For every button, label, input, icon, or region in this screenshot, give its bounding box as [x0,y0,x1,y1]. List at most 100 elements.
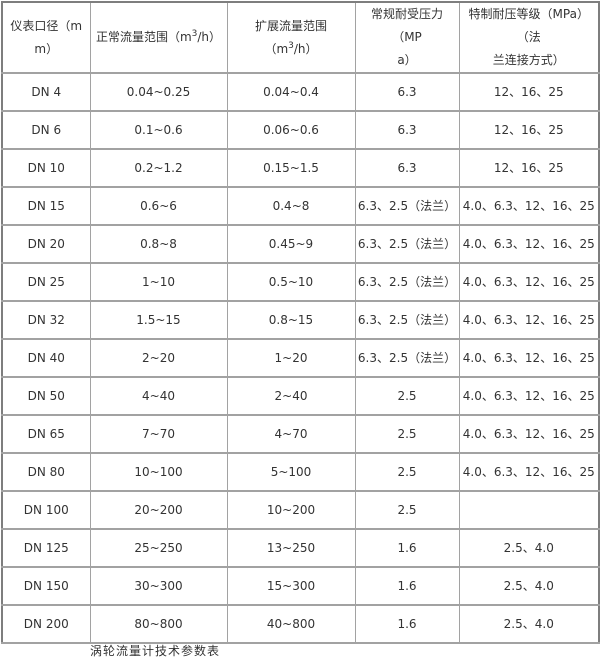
cell-diameter: DN 150 [1,566,91,606]
cell-special-pressure: 2.5、4.0 [458,566,600,606]
cell-special-pressure: 4.0、6.3、12、16、25 [458,338,600,378]
cell-normal-pressure: 6.3、2.5（法兰） [354,338,460,378]
table-row: DN 150 30~300 15~300 1.6 2.5、4.0 [1,566,600,606]
cell-diameter: DN 15 [1,186,91,226]
cell-special-pressure: 12、16、25 [458,110,600,150]
table-header-row: 仪表口径（m m） 正常流量范围（m3/h） 扩展流量范围（m3/h） 常规耐受压… [1,1,600,74]
header-line: 兰连接方式） [492,53,565,67]
cell-diameter: DN 200 [1,604,91,644]
cell-diameter: DN 10 [1,148,91,188]
cell-diameter: DN 50 [1,376,91,416]
cell-extended-flow-range: 15~300 [226,566,356,606]
col-header-normal-pressure: 常规耐受压力（MP a） [354,1,460,74]
cell-extended-flow-range: 0.5~10 [226,262,356,302]
cell-normal-pressure: 2.5 [354,376,460,416]
table-row: DN 50 4~40 2~40 2.5 4.0、6.3、12、16、25 [1,376,600,416]
header-line: 特制耐压等级（MPa）（法 [468,7,589,44]
table-body: DN 4 0.04~0.25 0.04~0.4 6.3 12、16、25 DN … [1,72,600,644]
header-line: m） [34,41,59,56]
col-header-diameter: 仪表口径（m m） [1,1,91,74]
table-row: DN 65 7~70 4~70 2.5 4.0、6.3、12、16、25 [1,414,600,454]
cell-diameter: DN 20 [1,224,91,264]
cell-special-pressure: 12、16、25 [458,148,600,188]
table-row: DN 80 10~100 5~100 2.5 4.0、6.3、12、16、25 [1,452,600,492]
table-row: DN 125 25~250 13~250 1.6 2.5、4.0 [1,528,600,568]
table-row: DN 20 0.8~8 0.45~9 6.3、2.5（法兰） 4.0、6.3、1… [1,224,600,264]
cell-extended-flow-range: 0.04~0.4 [226,72,356,112]
cell-diameter: DN 40 [1,338,91,378]
header-line: 仪表口径（m [10,18,83,33]
cell-special-pressure: 2.5、4.0 [458,604,600,644]
table-row: DN 200 80~800 40~800 1.6 2.5、4.0 [1,604,600,644]
cell-normal-pressure: 6.3、2.5（法兰） [354,186,460,226]
cell-normal-pressure: 1.6 [354,528,460,568]
cell-normal-flow-range: 0.04~0.25 [89,72,228,112]
cell-normal-flow-range: 20~200 [89,490,228,530]
cell-special-pressure: 4.0、6.3、12、16、25 [458,300,600,340]
cell-diameter: DN 25 [1,262,91,302]
cell-normal-flow-range: 7~70 [89,414,228,454]
table-row: DN 15 0.6~6 0.4~8 6.3、2.5（法兰） 4.0、6.3、12… [1,186,600,226]
header-text: 正常流量范围（m [95,30,192,44]
cell-normal-pressure: 6.3 [354,72,460,112]
cell-extended-flow-range: 0.8~15 [226,300,356,340]
cell-normal-pressure: 1.6 [354,604,460,644]
table-row: DN 100 20~200 10~200 2.5 [1,490,600,530]
cell-diameter: DN 80 [1,452,91,492]
cell-special-pressure: 4.0、6.3、12、16、25 [458,376,600,416]
cell-diameter: DN 32 [1,300,91,340]
cell-normal-flow-range: 0.8~8 [89,224,228,264]
cell-extended-flow-range: 10~200 [226,490,356,530]
table-row: DN 32 1.5~15 0.8~15 6.3、2.5（法兰） 4.0、6.3、… [1,300,600,340]
cell-special-pressure: 12、16、25 [458,72,600,112]
cell-extended-flow-range: 2~40 [226,376,356,416]
superscript-3: 3 [191,29,198,39]
cell-normal-pressure: 2.5 [354,452,460,492]
cell-extended-flow-range: 0.45~9 [226,224,356,264]
col-header-normal-flow-range: 正常流量范围（m3/h） [89,1,228,74]
cell-special-pressure: 4.0、6.3、12、16、25 [458,452,600,492]
cell-diameter: DN 65 [1,414,91,454]
cell-normal-flow-range: 80~800 [89,604,228,644]
table-row: DN 25 1~10 0.5~10 6.3、2.5（法兰） 4.0、6.3、12… [1,262,600,302]
cell-extended-flow-range: 0.06~0.6 [226,110,356,150]
cell-special-pressure: 4.0、6.3、12、16、25 [458,224,600,264]
cell-normal-flow-range: 0.1~0.6 [89,110,228,150]
table-row: DN 6 0.1~0.6 0.06~0.6 6.3 12、16、25 [1,110,600,150]
cell-normal-flow-range: 1~10 [89,262,228,302]
table-row: DN 4 0.04~0.25 0.04~0.4 6.3 12、16、25 [1,72,600,112]
superscript-3: 3 [288,40,294,51]
header-text: /h） [293,41,318,56]
cell-extended-flow-range: 0.4~8 [226,186,356,226]
cell-special-pressure: 4.0、6.3、12、16、25 [458,414,600,454]
cell-diameter: DN 100 [1,490,91,530]
cell-normal-pressure: 6.3、2.5（法兰） [354,300,460,340]
table-row: DN 10 0.2~1.2 0.15~1.5 6.3 12、16、25 [1,148,600,188]
cell-normal-flow-range: 0.2~1.2 [89,148,228,188]
cell-extended-flow-range: 0.15~1.5 [226,148,356,188]
cell-normal-pressure: 6.3 [354,148,460,188]
cell-normal-pressure: 2.5 [354,414,460,454]
cell-diameter: DN 4 [1,72,91,112]
header-text: 扩展流量范围（m [254,18,327,56]
cell-extended-flow-range: 13~250 [226,528,356,568]
cell-normal-flow-range: 0.6~6 [89,186,228,226]
clipped-caption-text: 涡轮流量计技术参数表 [90,644,221,658]
cell-special-pressure: 4.0、6.3、12、16、25 [458,186,600,226]
cell-normal-flow-range: 2~20 [89,338,228,378]
cell-normal-pressure: 1.6 [354,566,460,606]
header-line: 常规耐受压力（MP [370,7,443,44]
cell-normal-pressure: 6.3 [354,110,460,150]
col-header-extended-flow-range: 扩展流量范围（m3/h） [226,1,356,74]
cell-extended-flow-range: 1~20 [226,338,356,378]
cell-normal-flow-range: 1.5~15 [89,300,228,340]
flow-meter-spec-table: 仪表口径（m m） 正常流量范围（m3/h） 扩展流量范围（m3/h） 常规耐受压… [1,1,600,644]
cell-normal-flow-range: 10~100 [89,452,228,492]
cell-normal-pressure: 6.3、2.5（法兰） [354,262,460,302]
cell-normal-flow-range: 25~250 [89,528,228,568]
header-line: a） [397,53,417,67]
cell-normal-flow-range: 30~300 [89,566,228,606]
cell-special-pressure: 2.5、4.0 [458,528,600,568]
cell-special-pressure [458,490,600,530]
